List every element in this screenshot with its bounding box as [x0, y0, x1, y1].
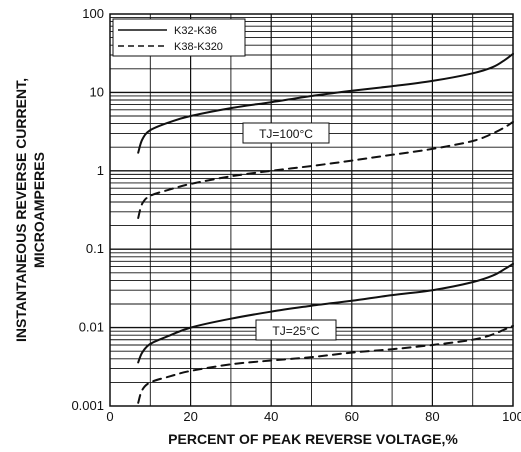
annotation-tj25: TJ=25°C	[255, 319, 337, 341]
series-layer	[137, 52, 514, 404]
y-tick-label: 0.1	[86, 241, 104, 256]
series-line-0	[137, 52, 514, 154]
x-tick-label: 100	[502, 409, 521, 424]
series-line-3	[137, 324, 514, 404]
x-tick-label: 40	[264, 409, 278, 424]
series-line-2	[137, 262, 514, 364]
y-tick-label: 10	[90, 84, 104, 99]
annotation-tj100-box	[242, 122, 330, 144]
legend-label-dashed: K38-K320	[174, 41, 223, 53]
legend: K32-K36 K38-K320	[112, 18, 246, 57]
legend-box	[112, 18, 246, 57]
x-tick-label: 80	[425, 409, 439, 424]
x-tick-label: 0	[106, 409, 113, 424]
y-tick-label: 0.01	[79, 320, 104, 335]
annotation-tj100: TJ=100°C	[242, 122, 330, 144]
tick-labels: 0 20 40 60 80 100 100 10 1 0.1 0.01 0.001	[71, 6, 521, 424]
grid	[110, 14, 513, 406]
y-tick-label: 1	[97, 163, 104, 178]
plot-area-border	[109, 13, 514, 407]
x-tick-label: 60	[345, 409, 359, 424]
annotation-tj25-box	[255, 319, 337, 341]
legend-label-solid: K32-K36	[174, 25, 217, 37]
annotation-tj100-text: TJ=100°C	[259, 127, 313, 141]
series-line-1	[137, 120, 514, 219]
x-axis-title: PERCENT OF PEAK REVERSE VOLTAGE,%	[168, 431, 458, 447]
y-axis-title-line2: MICROAMPERES	[31, 152, 47, 268]
y-tick-label: 100	[82, 6, 104, 21]
y-axis-title-line1: INSTANTANEOUS REVERSE CURRENT,	[13, 78, 29, 342]
annotation-tj25-text: TJ=25°C	[272, 324, 319, 338]
y-tick-label: 0.001	[71, 398, 104, 413]
x-tick-label: 20	[183, 409, 197, 424]
